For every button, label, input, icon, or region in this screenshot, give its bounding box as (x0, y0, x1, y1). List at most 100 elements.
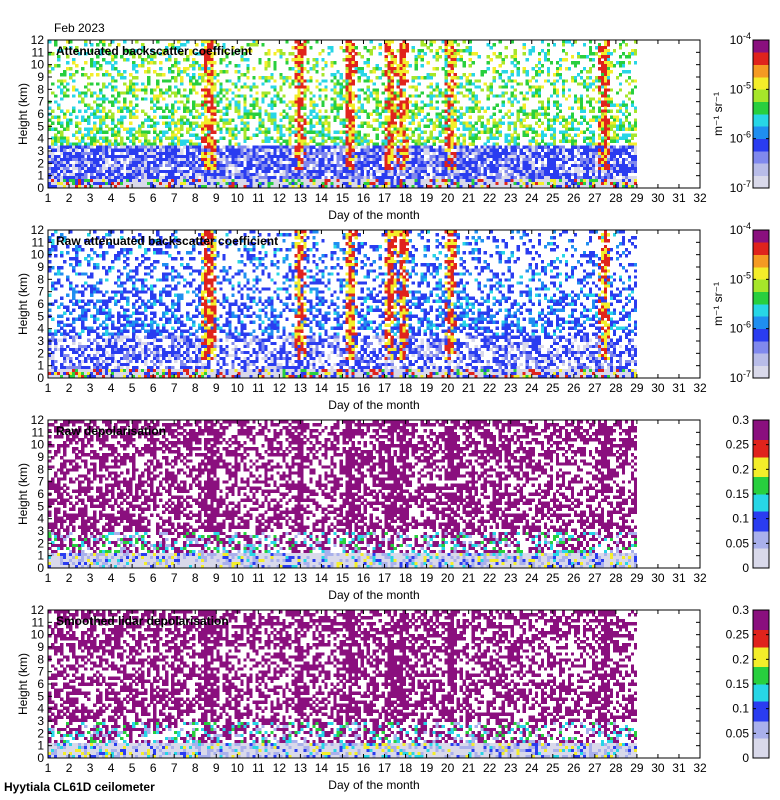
colorbar-step (753, 464, 769, 468)
colorbar-step (753, 257, 769, 260)
colorbar-step (753, 696, 769, 700)
colorbar-step (753, 745, 769, 749)
colorbar-step (753, 708, 769, 712)
x-tick-label: 23 (504, 191, 518, 205)
colorbar-step (753, 637, 769, 640)
x-tick-label: 32 (693, 191, 707, 205)
x-tick-label: 20 (441, 761, 455, 775)
colorbar-step (753, 545, 769, 549)
colorbar-step (753, 252, 769, 256)
x-tick-label: 31 (672, 191, 686, 205)
x-tick-label: 13 (294, 381, 308, 395)
colorbar-tick-label: 0.3 (732, 413, 749, 427)
chart-panel-1: 1 2 3 4 5 6 7 8 9 10 11 12 13 14 15 16 17 18 19 20 21 22 23 24 2… (16, 31, 770, 222)
colorbar-step (753, 491, 769, 495)
colorbar-step (753, 72, 769, 75)
x-tick-label: 19 (420, 571, 434, 585)
colorbar-tick-label: 0.3 (732, 603, 749, 617)
x-tick-label: 21 (462, 761, 476, 775)
colorbar-step (753, 313, 769, 317)
colorbar-step (753, 698, 769, 702)
x-tick-label: 30 (651, 571, 665, 585)
colorbar-tick-label: 0.2 (732, 652, 749, 666)
x-tick-label: 31 (672, 761, 686, 775)
colorbar-step (753, 350, 769, 354)
colorbar-tick-label: 10-4 (730, 31, 751, 47)
colorbar-tick-label: 0.25 (726, 628, 750, 642)
colorbar-tick-label: 0.15 (726, 487, 750, 501)
colorbar-step (753, 461, 769, 465)
x-tick-label: 32 (693, 381, 707, 395)
colorbar-step (753, 343, 769, 347)
colorbar-step (753, 531, 769, 534)
colorbar-step (753, 165, 769, 169)
colorbar-step (753, 533, 769, 537)
y-tick-label: 6 (37, 677, 44, 691)
colorbar-step (753, 617, 769, 621)
x-tick-label: 3 (87, 571, 94, 585)
colorbar-step (753, 331, 769, 334)
x-tick-label: 17 (378, 571, 392, 585)
x-tick-label: 6 (150, 191, 157, 205)
colorbar-step (753, 276, 769, 280)
colorbar-step (753, 42, 769, 46)
colorbar-step (753, 274, 769, 278)
colorbar-step (753, 743, 769, 747)
colorbar-step (753, 146, 769, 149)
colorbar-step (753, 511, 769, 515)
colorbar-step (753, 249, 769, 253)
colorbar-step (753, 429, 769, 433)
colorbar-step (753, 326, 769, 330)
colorbar-step (753, 538, 769, 542)
y-tick-label: 5 (37, 499, 44, 513)
y-tick-label: 2 (37, 726, 44, 740)
colorbar-step (753, 101, 769, 105)
colorbar-step (753, 647, 769, 650)
colorbar-step (753, 498, 769, 502)
x-tick-label: 29 (630, 761, 644, 775)
y-tick-label: 5 (37, 119, 44, 133)
colorbar-step (753, 664, 769, 668)
x-tick-label: 7 (171, 761, 178, 775)
colorbar-step (753, 437, 769, 441)
panel-title: Smoothed lidar depolarisation (56, 614, 229, 628)
colorbar-step (753, 703, 769, 707)
colorbar-step (753, 291, 769, 295)
x-tick-label: 8 (192, 761, 199, 775)
colorbar-step (753, 345, 769, 349)
y-tick-label: 3 (37, 524, 44, 538)
colorbar-tick-label: 10-7 (730, 179, 751, 195)
x-axis-label: Day of the month (328, 398, 419, 412)
colorbar-step (753, 284, 769, 288)
colorbar-step (753, 711, 769, 714)
x-tick-label: 11 (252, 191, 265, 205)
colorbar-step (753, 550, 769, 554)
colorbar-step (753, 160, 769, 164)
heatmap-field (48, 40, 638, 189)
colorbar-step (753, 116, 769, 120)
y-tick-label: 5 (37, 689, 44, 703)
colorbar-step (753, 373, 769, 376)
x-tick-label: 1 (45, 761, 52, 775)
colorbar-step (753, 254, 769, 258)
colorbar-step (753, 674, 769, 677)
colorbar-step (753, 632, 769, 636)
x-tick-label: 22 (483, 191, 497, 205)
y-tick-label: 2 (37, 346, 44, 360)
colorbar: 0 0.05 0.1 0.15 0.2 0.25 0.3 (726, 413, 770, 575)
y-tick-label: 8 (37, 272, 44, 286)
x-tick-label: 16 (357, 381, 371, 395)
y-tick-label: 3 (37, 144, 44, 158)
colorbar-step (753, 59, 769, 63)
colorbar-step (753, 528, 769, 532)
colorbar-step (753, 121, 769, 125)
y-tick-label: 10 (31, 438, 45, 452)
y-tick-label: 8 (37, 462, 44, 476)
x-tick-label: 28 (609, 191, 623, 205)
x-tick-label: 6 (150, 761, 157, 775)
y-tick-label: 0 (37, 371, 44, 385)
colorbar-step (753, 654, 769, 658)
y-tick-label: 7 (37, 665, 44, 679)
colorbar-step (753, 138, 769, 142)
colorbar-step (753, 239, 769, 243)
